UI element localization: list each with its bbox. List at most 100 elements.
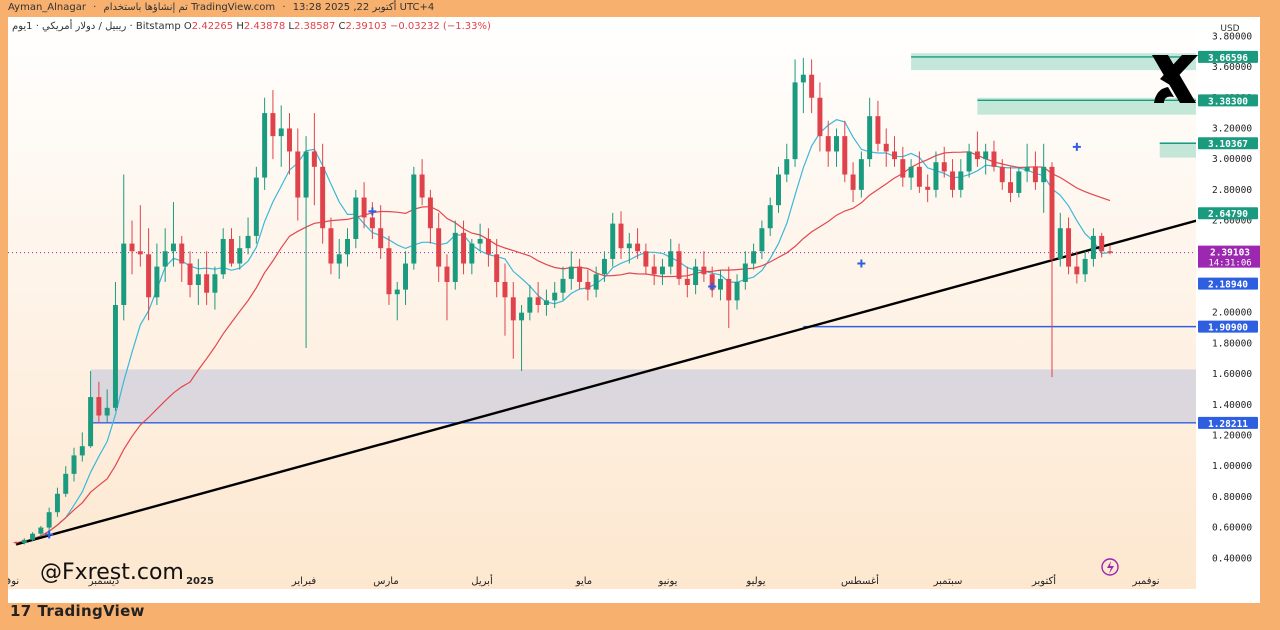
chart-panel[interactable]: USD3.800003.600003.400003.200003.000002.… — [1, 17, 1280, 603]
candle-body — [933, 162, 939, 190]
ohlc-line: ريبيل / دولار أمريكي · 1يوم · Bitstamp O… — [12, 19, 491, 32]
candle-body — [303, 151, 309, 198]
candle-body — [179, 243, 185, 264]
level-badge-label: 1.28211 — [1208, 419, 1248, 430]
candle-body — [419, 174, 425, 198]
last-price-badge — [1198, 245, 1262, 268]
candle-body — [361, 197, 367, 218]
x-tick-label: يوليو — [745, 576, 765, 587]
x-tick-label: يونيو — [658, 576, 678, 587]
y-tick-label: 1.80000 — [1212, 338, 1252, 349]
candle-body — [378, 228, 384, 249]
y-tick-label: 1.40000 — [1212, 400, 1252, 411]
ohlc-value: −0.03232 (−1.33%) — [390, 21, 491, 32]
candle-body — [510, 297, 516, 321]
candle-body — [734, 281, 740, 301]
candle-body — [204, 274, 210, 293]
candle-body — [916, 166, 922, 187]
y-tick-label: 3.20000 — [1212, 123, 1252, 134]
currency-label: USD — [1220, 24, 1239, 34]
candle-body — [834, 136, 839, 152]
x-tick-label: نوفمبر — [1131, 576, 1159, 587]
level-badge-6 — [1198, 416, 1258, 429]
candle-body — [253, 177, 259, 236]
x-tick-label: 2025 — [186, 576, 214, 587]
candle-body — [1024, 166, 1030, 172]
candle-body — [411, 174, 417, 264]
ohlc-value: ريبيل / دولار أمريكي · 1يوم · Bitstamp — [12, 19, 184, 32]
candle-body — [295, 151, 301, 198]
candle-body — [287, 128, 292, 152]
ohlc-value: C — [339, 21, 346, 32]
candle-body — [775, 174, 781, 206]
candle-body — [1107, 251, 1113, 253]
candle-body — [726, 278, 732, 301]
candle-body — [983, 151, 989, 160]
candle-body — [427, 197, 433, 229]
candle-body — [21, 539, 27, 543]
fxrest-watermark: @Fxrest.com — [40, 560, 184, 585]
x-tick-label: مايو — [575, 576, 592, 587]
level-badge-label: 2.18940 — [1208, 280, 1248, 291]
candle-body — [137, 251, 143, 255]
candle-body — [477, 238, 483, 244]
candle-body — [991, 151, 997, 167]
candle-body — [709, 274, 715, 290]
y-tick-label: 1.00000 — [1212, 461, 1252, 472]
y-tick-label: 3.80000 — [1212, 31, 1252, 42]
candle-body — [461, 232, 467, 264]
level-badge-label: 3.38300 — [1208, 96, 1248, 107]
candle-body — [502, 281, 508, 298]
candle-body — [336, 254, 342, 264]
candle-body — [1090, 235, 1096, 259]
zone-4 — [90, 369, 1196, 424]
candle-body — [88, 397, 94, 447]
candle-body — [950, 171, 956, 190]
x-tick-label: مارس — [373, 576, 398, 587]
candle-body — [974, 151, 980, 160]
level-badge-2 — [1198, 137, 1258, 150]
candle-body — [560, 278, 566, 293]
candle-body — [237, 248, 243, 264]
fxrest-x-logo-icon — [1152, 55, 1198, 103]
candle-body — [701, 266, 707, 275]
candle-body — [38, 527, 44, 534]
x-tick-label: سبتمبر — [933, 576, 963, 587]
candle-body — [96, 397, 102, 416]
candle-body — [369, 217, 375, 229]
candle-body — [900, 159, 906, 178]
candle-body — [552, 292, 558, 301]
candle-body — [1057, 228, 1063, 259]
candle-body — [170, 243, 176, 252]
candle-body — [63, 473, 69, 494]
candle-body — [112, 304, 118, 408]
candle-body — [146, 254, 152, 298]
candle-body — [46, 512, 52, 528]
y-tick-label: 3.60000 — [1212, 62, 1252, 73]
candle-body — [999, 166, 1005, 183]
candle-body — [966, 151, 972, 172]
candle-body — [1066, 228, 1072, 267]
candle-body — [717, 278, 723, 290]
x-tick-label: فبراير — [291, 576, 317, 587]
y-tick-label: 0.40000 — [1212, 553, 1252, 564]
zone-2 — [1159, 142, 1196, 158]
candle-body — [1041, 166, 1047, 183]
y-tick-label: 0.80000 — [1212, 492, 1252, 503]
level-badge-label: 3.66596 — [1208, 53, 1248, 64]
candle-body — [867, 116, 873, 160]
candle-body — [1049, 166, 1055, 259]
candle-body — [925, 186, 931, 190]
countdown-label: 14:31:06 — [1208, 259, 1251, 269]
level-badge-5 — [1198, 320, 1258, 333]
lightning-icon — [1101, 558, 1119, 576]
candle-body — [403, 263, 409, 290]
x-tick-label: أكتوبر — [1031, 574, 1056, 587]
price-chart[interactable]: USD3.800003.600003.400003.200003.000002.… — [1, 17, 1280, 603]
candle-body — [1099, 235, 1105, 252]
candle-body — [444, 266, 450, 282]
candle-body — [270, 113, 276, 137]
candle-body — [643, 251, 649, 267]
ohlc-value: 2.38587 — [294, 21, 339, 32]
ohlc-value: H — [236, 21, 244, 32]
